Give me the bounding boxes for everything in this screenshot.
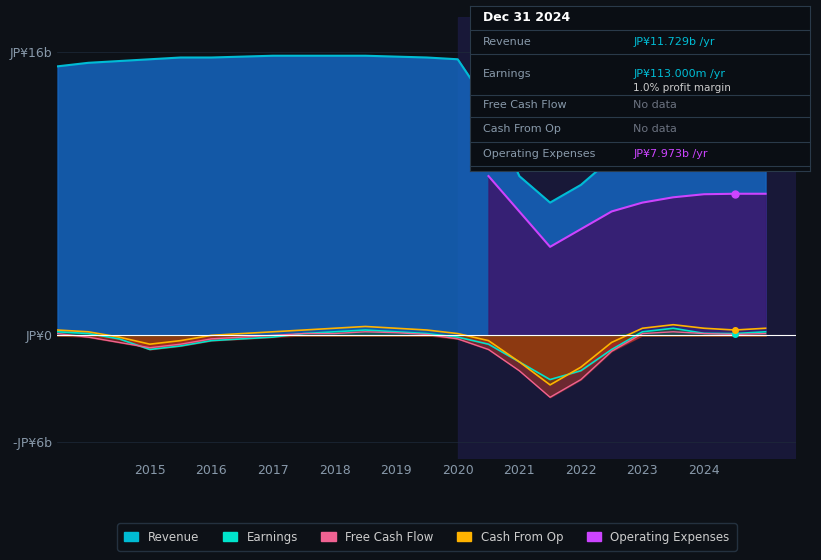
Text: Revenue: Revenue [484, 37, 532, 47]
Text: No data: No data [633, 124, 677, 134]
Text: JP¥11.729b /yr: JP¥11.729b /yr [633, 37, 714, 47]
Text: JP¥113.000m /yr: JP¥113.000m /yr [633, 69, 725, 78]
Text: Free Cash Flow: Free Cash Flow [484, 100, 566, 110]
Text: Operating Expenses: Operating Expenses [484, 149, 595, 159]
Text: JP¥7.973b /yr: JP¥7.973b /yr [633, 149, 708, 159]
Text: Cash From Op: Cash From Op [484, 124, 561, 134]
Text: 1.0% profit margin: 1.0% profit margin [633, 83, 731, 93]
Text: No data: No data [633, 100, 677, 110]
Legend: Revenue, Earnings, Free Cash Flow, Cash From Op, Operating Expenses: Revenue, Earnings, Free Cash Flow, Cash … [117, 524, 736, 550]
Bar [457, 17, 796, 459]
Text: Earnings: Earnings [484, 69, 532, 78]
Text: Dec 31 2024: Dec 31 2024 [484, 11, 571, 24]
